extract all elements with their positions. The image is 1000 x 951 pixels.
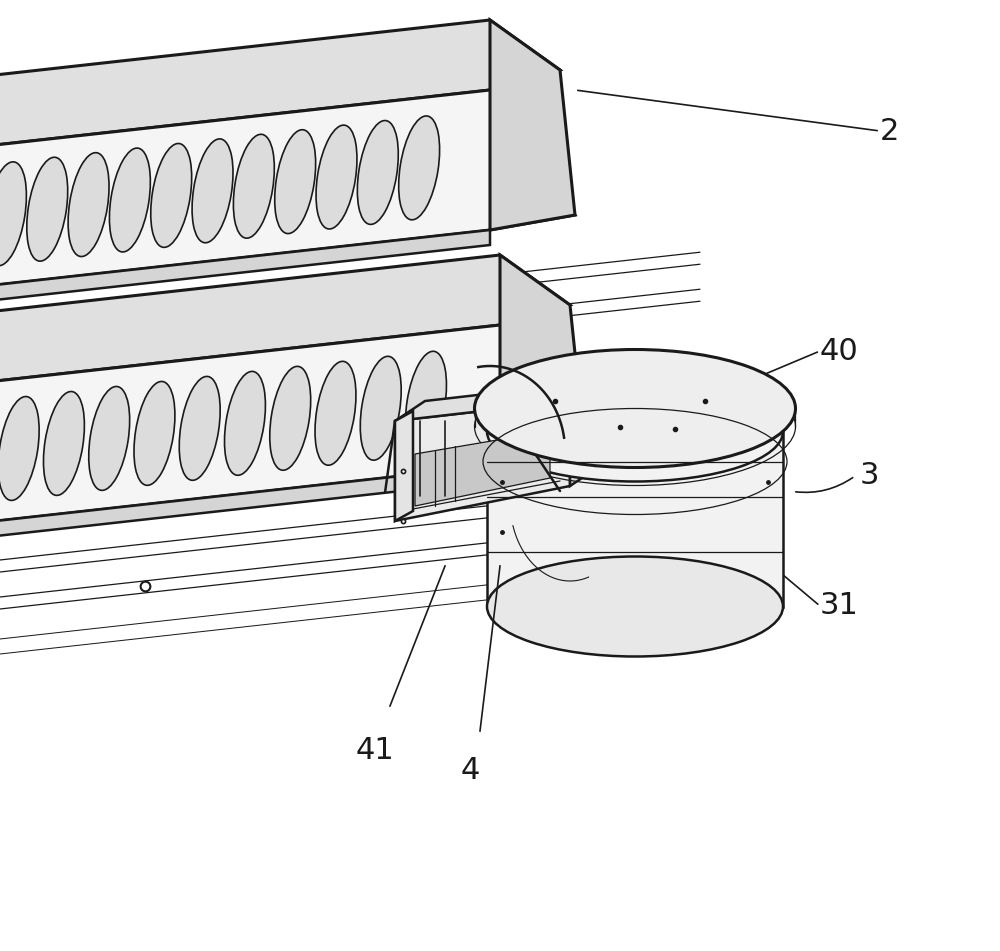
Polygon shape: [0, 90, 575, 290]
Ellipse shape: [68, 153, 109, 257]
Polygon shape: [395, 381, 600, 421]
Ellipse shape: [316, 126, 357, 229]
Polygon shape: [395, 411, 413, 521]
Polygon shape: [0, 20, 560, 150]
Ellipse shape: [406, 351, 446, 456]
Polygon shape: [0, 325, 585, 525]
Ellipse shape: [192, 139, 233, 243]
Text: 40: 40: [820, 337, 859, 365]
Ellipse shape: [27, 157, 68, 262]
Ellipse shape: [487, 381, 783, 481]
Polygon shape: [487, 432, 783, 607]
Text: 41: 41: [356, 736, 394, 765]
Ellipse shape: [0, 397, 39, 500]
Ellipse shape: [315, 361, 356, 465]
Ellipse shape: [357, 121, 398, 224]
Ellipse shape: [475, 350, 796, 468]
Ellipse shape: [109, 148, 150, 252]
Polygon shape: [395, 401, 570, 521]
Polygon shape: [570, 381, 600, 486]
Ellipse shape: [179, 377, 220, 480]
Ellipse shape: [43, 392, 84, 495]
Ellipse shape: [151, 144, 192, 247]
Text: 4: 4: [460, 756, 480, 785]
Ellipse shape: [275, 129, 316, 234]
Ellipse shape: [224, 372, 265, 476]
Ellipse shape: [270, 366, 311, 470]
Polygon shape: [0, 465, 500, 540]
Ellipse shape: [487, 556, 783, 656]
Ellipse shape: [360, 357, 401, 460]
Polygon shape: [0, 255, 570, 385]
Polygon shape: [415, 431, 550, 506]
Text: 31: 31: [820, 592, 859, 620]
Polygon shape: [0, 230, 490, 305]
Ellipse shape: [399, 116, 440, 220]
Ellipse shape: [0, 162, 26, 265]
Ellipse shape: [89, 386, 130, 491]
Text: 3: 3: [860, 461, 880, 491]
Text: 2: 2: [880, 117, 899, 146]
Ellipse shape: [134, 381, 175, 485]
Polygon shape: [500, 255, 585, 465]
Ellipse shape: [233, 134, 274, 238]
Polygon shape: [490, 20, 575, 230]
